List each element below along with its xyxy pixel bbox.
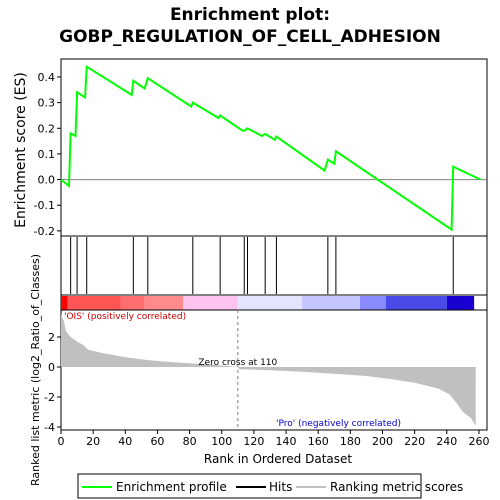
- x-tick-label: 0: [58, 435, 65, 448]
- x-axis-ticks: 0 20 40 60 80 100 120 140 160 180 200 220 240 260: [58, 430, 489, 448]
- metric-y-axis-label: Ranked list metric (log2_Ratio_of_Classe…: [29, 254, 42, 486]
- x-tick-label: 200: [372, 435, 393, 448]
- heatmap-segment: [446, 296, 475, 310]
- x-tick-label: 60: [150, 435, 164, 448]
- x-tick-label: 120: [243, 435, 264, 448]
- x-tick-label: 40: [118, 435, 132, 448]
- es-y-tick-label: -0.2: [34, 225, 55, 238]
- hits-panel: [60, 235, 488, 296]
- x-axis-label: Rank in Ordered Dataset: [204, 452, 352, 466]
- legend: [77, 473, 422, 499]
- hit-marks: [70, 237, 454, 294]
- legend-metric-label: Ranking metric scores: [330, 480, 463, 494]
- es-y-tick-label: 0.1: [38, 148, 56, 161]
- es-y-ticks: -0.2 -0.1 0.0 0.1 0.2 0.3 0.4: [34, 71, 61, 238]
- x-tick-label: 20: [86, 435, 100, 448]
- positive-class-label: 'OIS' (positively correlated): [64, 312, 186, 322]
- metric-y-tick-label: -2: [44, 391, 55, 404]
- es-y-tick-label: 0.0: [38, 174, 56, 187]
- x-tick-label: 180: [340, 435, 361, 448]
- ranking-metric-area: [61, 314, 476, 426]
- es-y-axis-label: Enrichment score (ES): [13, 72, 29, 228]
- x-tick-label: 160: [308, 435, 329, 448]
- zero-cross-label: Zero cross at 110: [198, 358, 277, 368]
- heatmap-segment: [385, 296, 447, 310]
- chart-title-line1: Enrichment plot:: [170, 5, 330, 25]
- x-tick-label: 260: [468, 435, 489, 448]
- heatmap-bar: [61, 296, 475, 310]
- enrichment-profile-line: [60, 64, 482, 232]
- heatmap-segment: [360, 296, 386, 310]
- metric-y-tick-label: -4: [44, 421, 55, 434]
- heatmap-segment: [237, 296, 303, 310]
- es-y-tick-label: 0.2: [38, 122, 56, 135]
- metric-y-tick-label: 2: [48, 331, 55, 344]
- heatmap-segment: [120, 296, 145, 310]
- es-y-tick-label: -0.1: [34, 199, 55, 212]
- metric-y-tick-label: 0: [48, 361, 55, 374]
- x-tick-label: 80: [183, 435, 197, 448]
- metric-y-ticks: -4 -2 0 2: [44, 331, 61, 434]
- es-y-tick-label: 0.4: [38, 71, 56, 84]
- negative-class-label: 'Pro' (negatively correlated): [276, 419, 401, 429]
- x-tick-label: 220: [404, 435, 425, 448]
- chart-title-line2: GOBP_REGULATION_OF_CELL_ADHESION: [59, 27, 441, 47]
- heatmap-segment: [144, 296, 184, 310]
- es-y-tick-label: 0.3: [38, 97, 56, 110]
- heatmap-segment: [302, 296, 361, 310]
- heatmap-segment: [183, 296, 238, 310]
- x-tick-label: 140: [276, 435, 297, 448]
- legend-enrichment-label: Enrichment profile: [116, 480, 227, 494]
- legend-hits-label: Hits: [269, 480, 292, 494]
- heatmap-segment: [67, 296, 121, 310]
- x-tick-label: 240: [436, 435, 457, 448]
- x-tick-label: 100: [211, 435, 232, 448]
- heatmap-segment: [61, 296, 68, 310]
